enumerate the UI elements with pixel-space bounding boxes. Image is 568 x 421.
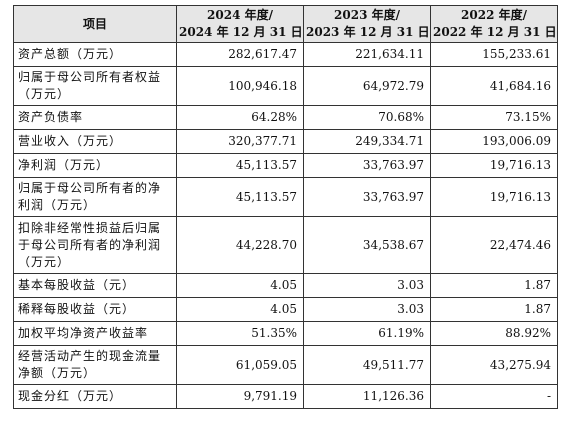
header-2022: 2022 年度/ 2022 年 12 月 31 日 (430, 5, 558, 43)
cell-2023: 61.19% (303, 321, 431, 346)
header-2023: 2023 年度/ 2023 年 12 月 31 日 (303, 5, 431, 43)
table-row: 净利润（万元） 45,113.57 33,763.97 19,716.13 (13, 153, 558, 178)
header-2024-line1: 2024 年度/ (207, 8, 273, 22)
header-item: 项目 (13, 5, 177, 43)
cell-2024: 100,946.18 (176, 66, 304, 106)
row-label: 现金分红（万元） (13, 384, 177, 409)
table-row: 基本每股收益（元） 4.05 3.03 1.87 (13, 273, 558, 298)
cell-2024: 44,228.70 (176, 216, 304, 274)
row-label: 经营活动产生的现金流量净额（万元） (13, 345, 177, 385)
cell-2023: 70.68% (303, 105, 431, 130)
cell-2024: 320,377.71 (176, 129, 304, 154)
table-row: 营业收入（万元） 320,377.71 249,334.71 193,006.0… (13, 129, 558, 154)
cell-2022: 19,716.13 (430, 177, 558, 217)
row-label: 资产负债率 (13, 105, 177, 130)
header-2023-line2: 2023 年 12 月 31 日 (306, 25, 430, 39)
cell-2022: 43,275.94 (430, 345, 558, 385)
header-2024-line2: 2024 年 12 月 31 日 (179, 25, 303, 39)
table-row: 资产总额（万元） 282,617.47 221,634.11 155,233.6… (13, 42, 558, 67)
row-label: 加权平均净资产收益率 (13, 321, 177, 346)
cell-2024: 4.05 (176, 297, 304, 322)
row-label: 归属于母公司所有者权益（万元） (13, 66, 177, 106)
row-label: 稀释每股收益（元） (13, 297, 177, 322)
cell-2024: 61,059.05 (176, 345, 304, 385)
row-label: 扣除非经常性损益后归属于母公司所有者的净利润（万元） (13, 216, 177, 274)
cell-2023: 11,126.36 (303, 384, 431, 409)
cell-2022: 73.15% (430, 105, 558, 130)
header-2024: 2024 年度/ 2024 年 12 月 31 日 (176, 5, 304, 43)
cell-2022: 19,716.13 (430, 153, 558, 178)
cell-2022: 193,006.09 (430, 129, 558, 154)
cell-2024: 282,617.47 (176, 42, 304, 67)
table-row: 扣除非经常性损益后归属于母公司所有者的净利润（万元） 44,228.70 34,… (13, 216, 558, 274)
header-2022-line1: 2022 年度/ (461, 8, 527, 22)
cell-2022: 155,233.61 (430, 42, 558, 67)
cell-2023: 33,763.97 (303, 153, 431, 178)
cell-2022: 88.92% (430, 321, 558, 346)
cell-2024: 45,113.57 (176, 177, 304, 217)
cell-2023: 49,511.77 (303, 345, 431, 385)
header-2022-line2: 2022 年 12 月 31 日 (433, 25, 557, 39)
table-row: 归属于母公司所有者的净利润（万元） 45,113.57 33,763.97 19… (13, 177, 558, 217)
cell-2022: 41,684.16 (430, 66, 558, 106)
cell-2023: 221,634.11 (303, 42, 431, 67)
cell-2023: 3.03 (303, 297, 431, 322)
cell-2023: 3.03 (303, 273, 431, 298)
table-row: 资产负债率 64.28% 70.68% 73.15% (13, 105, 558, 130)
cell-2023: 64,972.79 (303, 66, 431, 106)
header-item-label: 项目 (82, 16, 107, 31)
cell-2023: 249,334.71 (303, 129, 431, 154)
table-row: 经营活动产生的现金流量净额（万元） 61,059.05 49,511.77 43… (13, 345, 558, 385)
row-label: 归属于母公司所有者的净利润（万元） (13, 177, 177, 217)
row-label: 基本每股收益（元） (13, 273, 177, 298)
cell-2022: 22,474.46 (430, 216, 558, 274)
cell-2024: 4.05 (176, 273, 304, 298)
cell-2023: 33,763.97 (303, 177, 431, 217)
cell-2022: - (430, 384, 558, 409)
table-header-row: 项目 2024 年度/ 2024 年 12 月 31 日 2023 年度/ 20… (13, 5, 558, 43)
cell-2023: 34,538.67 (303, 216, 431, 274)
cell-2022: 1.87 (430, 273, 558, 298)
financial-data-table: 项目 2024 年度/ 2024 年 12 月 31 日 2023 年度/ 20… (13, 5, 558, 409)
header-2023-line1: 2023 年度/ (334, 8, 400, 22)
table-row: 稀释每股收益（元） 4.05 3.03 1.87 (13, 297, 558, 322)
cell-2024: 64.28% (176, 105, 304, 130)
cell-2022: 1.87 (430, 297, 558, 322)
cell-2024: 51.35% (176, 321, 304, 346)
table-row: 加权平均净资产收益率 51.35% 61.19% 88.92% (13, 321, 558, 346)
cell-2024: 9,791.19 (176, 384, 304, 409)
row-label: 净利润（万元） (13, 153, 177, 178)
row-label: 营业收入（万元） (13, 129, 177, 154)
table-row: 归属于母公司所有者权益（万元） 100,946.18 64,972.79 41,… (13, 66, 558, 106)
row-label: 资产总额（万元） (13, 42, 177, 67)
cell-2024: 45,113.57 (176, 153, 304, 178)
table-row: 现金分红（万元） 9,791.19 11,126.36 - (13, 384, 558, 409)
